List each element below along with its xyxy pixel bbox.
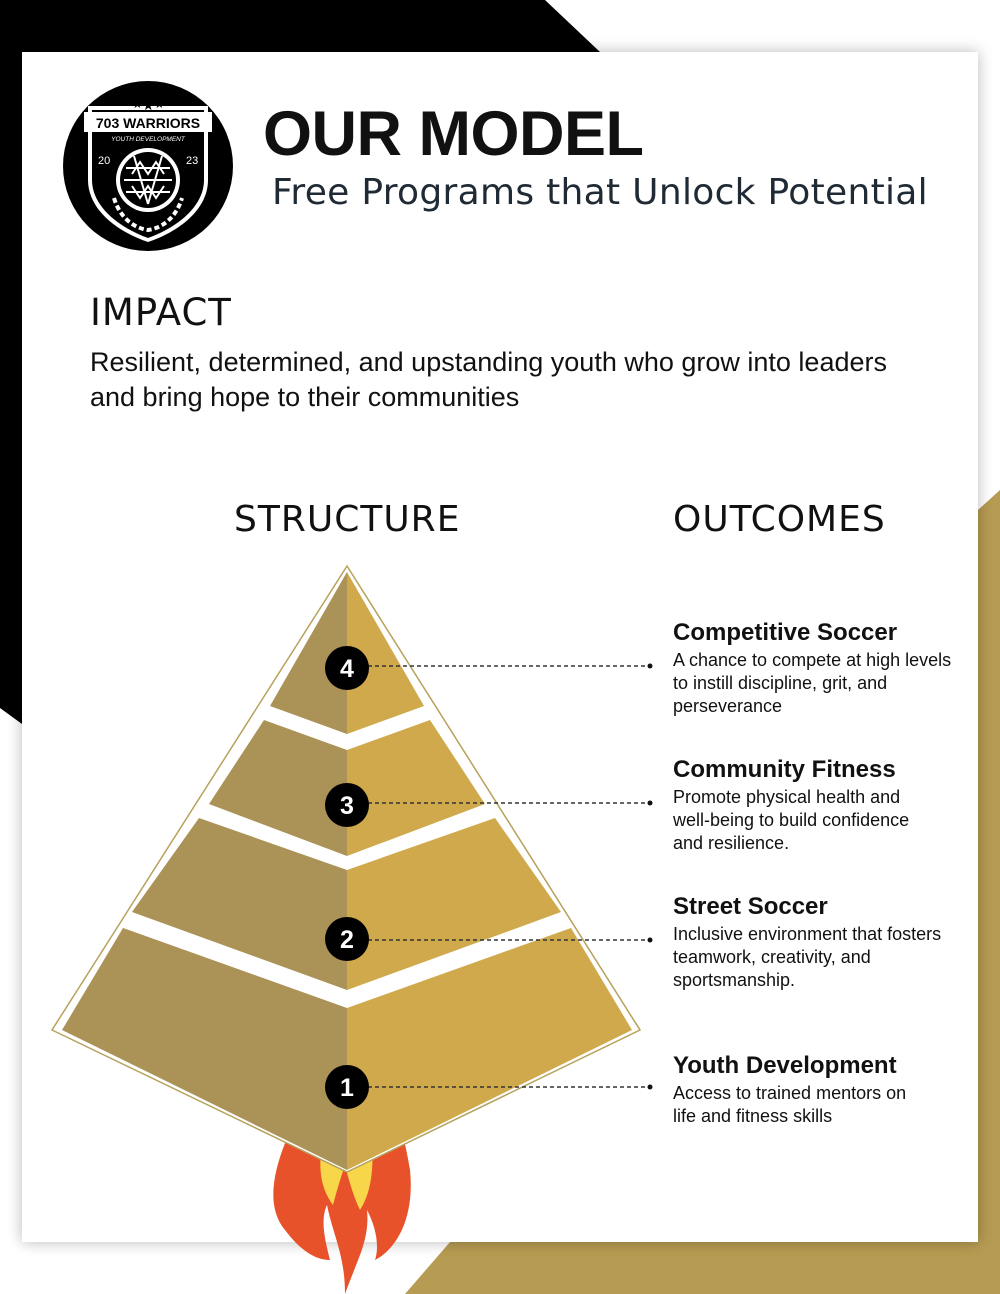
logo-year-right: 23 <box>186 155 198 167</box>
pyramid-tier-2-left <box>132 818 347 990</box>
outcome-description: Inclusive environment that fosters teamw… <box>673 924 942 990</box>
svg-text:★: ★ <box>132 97 143 111</box>
logo-year-left: 20 <box>98 155 110 167</box>
level-4-number: 4 <box>340 655 354 683</box>
outcome-title: Community Fitness <box>673 756 896 783</box>
outcomes-heading: OUTCOMES <box>673 499 886 540</box>
outcome-street-soccer: Street Soccer Inclusive environment that… <box>673 893 953 992</box>
outcome-title: Street Soccer <box>673 893 828 920</box>
svg-text:★: ★ <box>142 98 155 114</box>
logo-name: 703 WARRIORS <box>96 115 200 131</box>
outcome-description: Access to trained mentors on life and fi… <box>673 1083 907 1126</box>
structure-heading: STRUCTURE <box>234 499 461 540</box>
outcome-title: Competitive Soccer <box>673 619 898 646</box>
pyramid-tier-4-right <box>347 572 424 734</box>
level-3-number: 3 <box>340 792 354 820</box>
page-title: OUR MODEL <box>263 99 644 169</box>
outcome-title: Youth Development <box>673 1052 897 1079</box>
gold-corner-shape-bottom <box>405 1242 978 1294</box>
pyramid-tier-3-left <box>209 720 347 856</box>
warriors-logo: ★ ★ ★ 703 WARRIORS YOUTH DEVELOPMENT 20 … <box>63 81 233 251</box>
outcome-competitive-soccer: Competitive Soccer A chance to compete a… <box>673 619 953 718</box>
pyramid-tier-1-left <box>62 928 347 1170</box>
level-2-number: 2 <box>340 926 354 954</box>
outcome-community-fitness: Community Fitness Promote physical healt… <box>673 756 953 855</box>
level-4-badge: 4 <box>325 646 369 690</box>
logo-tagline: YOUTH DEVELOPMENT <box>111 136 186 143</box>
level-1-number: 1 <box>340 1074 354 1102</box>
level-1-badge: 1 <box>325 1065 369 1109</box>
pyramid-tier-1-right <box>347 928 632 1170</box>
impact-heading: IMPACT <box>90 291 232 334</box>
outcome-description: A chance to compete at high levels to in… <box>673 650 952 716</box>
pyramid-tier-3-right <box>347 720 485 856</box>
level-2-badge: 2 <box>325 917 369 961</box>
page-subtitle: Free Programs that Unlock Potential <box>272 172 928 213</box>
svg-text:★: ★ <box>154 97 165 111</box>
impact-text: Resilient, determined, and upstanding yo… <box>90 347 887 412</box>
gold-corner-shape-right <box>978 490 1000 1294</box>
pyramid-diagram: 4 3 2 1 <box>50 564 653 1173</box>
pyramid-tier-2-right <box>347 818 561 990</box>
outcome-description: Promote physical health and well-being t… <box>673 787 910 853</box>
outcome-youth-development: Youth Development Access to trained ment… <box>673 1052 953 1128</box>
level-3-badge: 3 <box>325 783 369 827</box>
pyramid-tier-4-left <box>270 572 347 734</box>
